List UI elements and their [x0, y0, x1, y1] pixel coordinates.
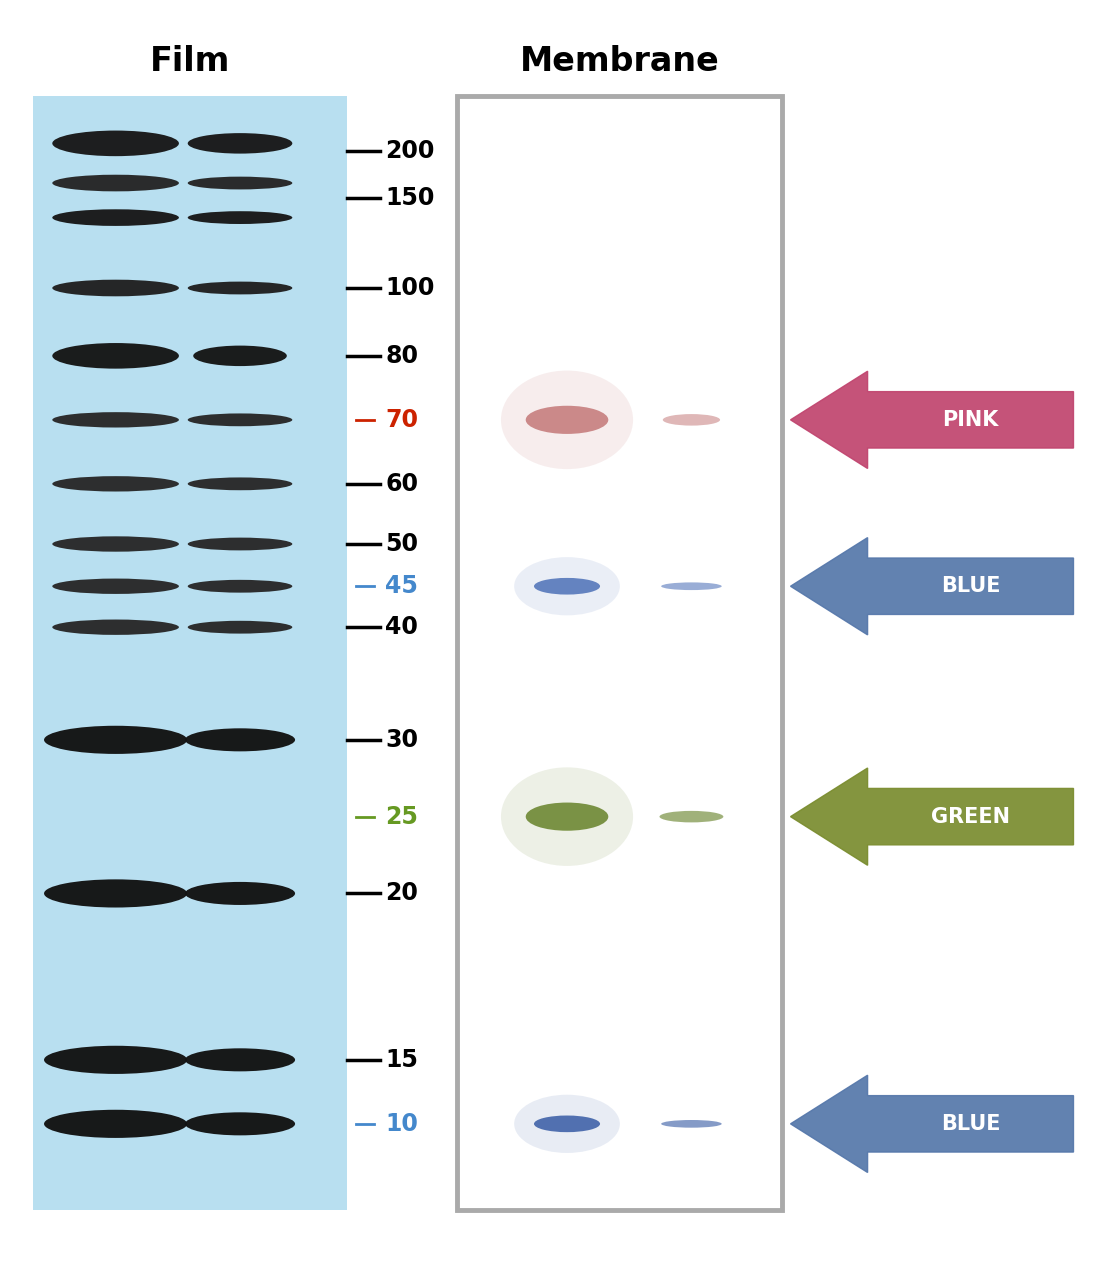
Ellipse shape	[187, 177, 292, 189]
Ellipse shape	[187, 621, 292, 634]
Polygon shape	[791, 371, 1073, 468]
Ellipse shape	[44, 1046, 187, 1074]
Text: 25: 25	[385, 805, 418, 828]
Ellipse shape	[187, 211, 292, 224]
Ellipse shape	[514, 1094, 620, 1153]
Ellipse shape	[187, 413, 292, 426]
Text: Film: Film	[150, 45, 230, 78]
Ellipse shape	[187, 580, 292, 593]
Ellipse shape	[185, 1048, 295, 1071]
Text: 15: 15	[385, 1048, 418, 1071]
Ellipse shape	[52, 279, 178, 297]
Text: 200: 200	[385, 140, 435, 163]
Text: 60: 60	[385, 472, 418, 495]
Bar	[457, 96, 782, 1210]
Ellipse shape	[185, 728, 295, 751]
Ellipse shape	[194, 346, 286, 366]
Text: 30: 30	[385, 728, 418, 751]
Ellipse shape	[501, 767, 633, 865]
Bar	[33, 96, 347, 1210]
Text: PINK: PINK	[942, 410, 999, 430]
Ellipse shape	[52, 174, 178, 191]
Ellipse shape	[514, 557, 620, 616]
Ellipse shape	[52, 536, 178, 552]
Polygon shape	[791, 768, 1073, 865]
Ellipse shape	[52, 476, 178, 492]
Text: 45: 45	[385, 575, 418, 598]
Text: 70: 70	[385, 408, 418, 431]
Text: 40: 40	[385, 616, 418, 639]
Text: 150: 150	[385, 187, 435, 210]
Ellipse shape	[534, 1115, 600, 1132]
Ellipse shape	[44, 879, 187, 908]
Text: BLUE: BLUE	[940, 576, 1001, 596]
Text: Membrane: Membrane	[520, 45, 719, 78]
Ellipse shape	[525, 803, 608, 831]
Text: GREEN: GREEN	[931, 806, 1010, 827]
Polygon shape	[791, 538, 1073, 635]
Ellipse shape	[185, 882, 295, 905]
Ellipse shape	[663, 415, 720, 425]
Ellipse shape	[187, 477, 292, 490]
Ellipse shape	[661, 1120, 722, 1128]
Ellipse shape	[44, 726, 187, 754]
Ellipse shape	[52, 620, 178, 635]
Text: 80: 80	[385, 344, 418, 367]
Ellipse shape	[44, 1110, 187, 1138]
Text: 20: 20	[385, 882, 418, 905]
Ellipse shape	[501, 371, 633, 468]
Ellipse shape	[187, 133, 292, 154]
Text: 100: 100	[385, 276, 435, 300]
Ellipse shape	[659, 812, 723, 822]
Ellipse shape	[187, 282, 292, 294]
Ellipse shape	[52, 209, 178, 225]
Ellipse shape	[185, 1112, 295, 1135]
Text: 10: 10	[385, 1112, 418, 1135]
Text: 50: 50	[385, 532, 418, 556]
Ellipse shape	[52, 131, 178, 156]
Polygon shape	[791, 1075, 1073, 1172]
Ellipse shape	[661, 582, 722, 590]
Ellipse shape	[52, 579, 178, 594]
Text: BLUE: BLUE	[940, 1114, 1001, 1134]
Ellipse shape	[187, 538, 292, 550]
Ellipse shape	[534, 577, 600, 594]
Ellipse shape	[52, 343, 178, 369]
Ellipse shape	[52, 412, 178, 428]
Ellipse shape	[525, 406, 608, 434]
